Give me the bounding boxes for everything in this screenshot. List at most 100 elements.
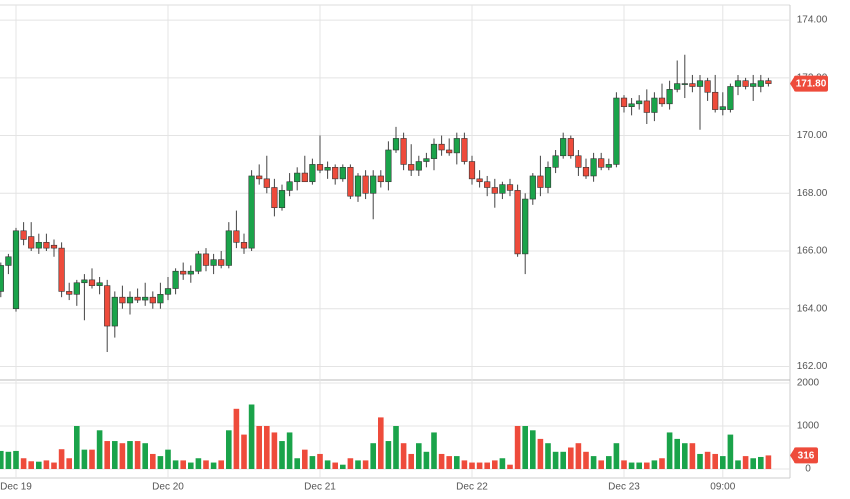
candle-body bbox=[35, 242, 42, 249]
volume-bar bbox=[96, 430, 103, 469]
candle-body bbox=[575, 155, 582, 168]
candle-body bbox=[324, 167, 331, 171]
candle-body bbox=[20, 230, 27, 240]
volume-bar bbox=[583, 451, 589, 469]
volume-bar bbox=[507, 464, 513, 469]
volume-bar bbox=[241, 434, 247, 469]
candle-body bbox=[5, 256, 12, 266]
candle-body bbox=[734, 80, 742, 87]
volume-bar bbox=[74, 426, 80, 469]
candle-body bbox=[506, 184, 514, 191]
candle-body bbox=[719, 106, 726, 110]
candle-body bbox=[332, 167, 339, 180]
candle-body bbox=[415, 161, 422, 171]
volume-bar bbox=[758, 456, 764, 469]
volume-bar bbox=[0, 450, 4, 469]
volume-bar bbox=[66, 458, 72, 469]
x-tick-label: Dec 19 bbox=[0, 482, 32, 493]
candle-body bbox=[240, 242, 248, 249]
volume-bar bbox=[142, 443, 148, 469]
candle-body bbox=[233, 230, 240, 243]
candle-body bbox=[643, 100, 650, 113]
candle-body bbox=[727, 86, 734, 110]
x-tick-label: Dec 22 bbox=[456, 482, 488, 493]
volume-bar bbox=[537, 438, 544, 469]
volume-bar bbox=[674, 438, 680, 469]
candle-body bbox=[689, 83, 696, 87]
volume-bar bbox=[279, 441, 285, 469]
volume-bar bbox=[742, 456, 749, 469]
candle-body bbox=[362, 175, 369, 194]
volume-bar bbox=[712, 453, 718, 469]
volume-bar bbox=[264, 426, 270, 469]
candle-body bbox=[248, 175, 255, 249]
y-tick-label: 166.00 bbox=[797, 246, 828, 257]
candle-body bbox=[484, 181, 491, 188]
volume-bar bbox=[522, 426, 528, 469]
volume-bar bbox=[226, 430, 232, 469]
candle-body bbox=[73, 282, 80, 295]
volume-bar bbox=[750, 458, 756, 469]
candle-body bbox=[468, 161, 476, 180]
volume-bar bbox=[385, 441, 392, 469]
volume-bar bbox=[43, 460, 50, 469]
candle-body bbox=[461, 138, 468, 162]
volume-bar bbox=[697, 453, 703, 469]
candle-body bbox=[278, 190, 286, 209]
volume-bar bbox=[606, 456, 612, 469]
candle-body bbox=[88, 279, 96, 286]
volume-bar bbox=[165, 449, 171, 469]
candle-body bbox=[164, 288, 172, 295]
volume-bar bbox=[172, 460, 179, 469]
candle-body bbox=[750, 83, 757, 87]
volume-bar bbox=[499, 458, 506, 469]
volume-bar bbox=[180, 460, 186, 469]
volume-bar bbox=[233, 408, 240, 469]
candle-body bbox=[172, 270, 179, 289]
volume-bar bbox=[150, 453, 156, 469]
candle-body bbox=[582, 167, 590, 177]
volume-bar bbox=[704, 451, 711, 469]
candle-body bbox=[628, 103, 635, 107]
candle-body bbox=[50, 244, 58, 249]
volume-bar bbox=[438, 453, 445, 469]
candle-body bbox=[522, 198, 529, 255]
candle-body bbox=[620, 97, 628, 107]
volume-tag-label: 316 bbox=[798, 451, 815, 462]
volume-bar bbox=[560, 451, 566, 469]
price-tag bbox=[794, 75, 828, 92]
volume-bar bbox=[689, 443, 696, 469]
volume-bar bbox=[294, 458, 300, 469]
candle-body bbox=[294, 172, 301, 183]
candle-body bbox=[674, 83, 681, 90]
volume-bar bbox=[393, 426, 399, 469]
volume-bar bbox=[309, 456, 316, 469]
volume-bar bbox=[628, 462, 635, 469]
volume-tick-label: 2000 bbox=[797, 378, 820, 389]
candle-body bbox=[613, 97, 620, 165]
candle-body bbox=[681, 83, 688, 85]
volume-bar bbox=[659, 458, 665, 469]
x-tick-label: Dec 23 bbox=[608, 482, 640, 493]
candle-body bbox=[757, 80, 764, 87]
candle-body bbox=[438, 143, 445, 151]
volume-bar bbox=[28, 461, 34, 469]
candle-body bbox=[552, 155, 559, 168]
candle-body bbox=[111, 296, 118, 327]
candle-body bbox=[119, 296, 126, 304]
candle-body bbox=[453, 138, 460, 154]
volume-tag bbox=[794, 447, 818, 464]
candle-body bbox=[263, 178, 270, 188]
volume-bar bbox=[651, 460, 658, 469]
price-tag-label: 171.80 bbox=[796, 79, 827, 90]
candle-body bbox=[66, 291, 73, 295]
volume-bar bbox=[134, 441, 141, 469]
candle-body bbox=[370, 175, 377, 194]
candle-body bbox=[195, 253, 202, 272]
volume-bar bbox=[423, 451, 430, 469]
volume-bar bbox=[355, 460, 361, 469]
candle-body bbox=[590, 158, 597, 177]
candle-body bbox=[210, 259, 217, 266]
volume-bar bbox=[416, 443, 422, 469]
